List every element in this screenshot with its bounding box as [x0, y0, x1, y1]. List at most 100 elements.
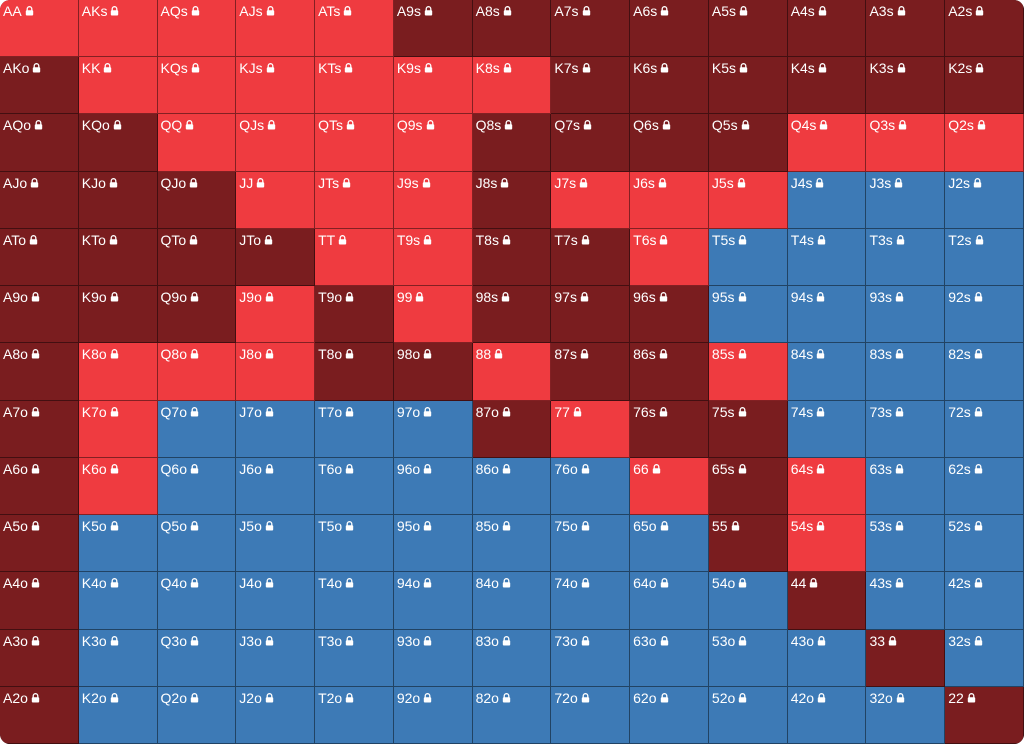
hand-cell-KTo[interactable]: KTo	[78, 228, 158, 287]
hand-cell-QJo[interactable]: QJo	[157, 171, 237, 229]
hand-cell-T5s[interactable]: T5s	[708, 228, 788, 287]
hand-cell-J6o[interactable]: J6o	[236, 457, 316, 516]
hand-cell-A8o[interactable]: A8o	[0, 343, 79, 401]
hand-cell-75s[interactable]: 75s	[708, 400, 788, 458]
hand-cell-QJs[interactable]: QJs	[236, 114, 316, 172]
hand-cell-72s[interactable]: 72s	[945, 400, 1024, 458]
hand-cell-T4o[interactable]: T4o	[315, 572, 394, 630]
hand-cell-93o[interactable]: 93o	[393, 629, 473, 687]
hand-cell-73o[interactable]: 73o	[551, 629, 631, 687]
hand-cell-86o[interactable]: 86o	[472, 457, 552, 516]
hand-cell-Q7o[interactable]: Q7o	[157, 400, 237, 458]
hand-cell-A3o[interactable]: A3o	[0, 629, 79, 687]
hand-cell-Q5s[interactable]: Q5s	[708, 114, 788, 172]
hand-cell-Q9o[interactable]: Q9o	[157, 286, 237, 344]
hand-cell-42o[interactable]: 42o	[787, 686, 867, 744]
hand-cell-43s[interactable]: 43s	[866, 572, 946, 630]
hand-cell-Q4o[interactable]: Q4o	[157, 572, 237, 630]
hand-cell-QQ[interactable]: QQ	[157, 114, 237, 172]
hand-cell-A9s[interactable]: A9s	[393, 0, 473, 58]
hand-cell-J4o[interactable]: J4o	[236, 572, 316, 630]
hand-cell-JJ[interactable]: JJ	[236, 171, 316, 229]
hand-cell-A3s[interactable]: A3s	[866, 0, 946, 58]
hand-cell-73s[interactable]: 73s	[866, 400, 946, 458]
hand-cell-A7o[interactable]: A7o	[0, 400, 79, 458]
hand-cell-53s[interactable]: 53s	[866, 515, 946, 573]
hand-cell-J3o[interactable]: J3o	[236, 629, 316, 687]
hand-cell-K7o[interactable]: K7o	[78, 400, 158, 458]
hand-cell-J7o[interactable]: J7o	[236, 400, 316, 458]
hand-cell-T7o[interactable]: T7o	[315, 400, 394, 458]
hand-cell-K8o[interactable]: K8o	[78, 343, 158, 401]
hand-cell-K2s[interactable]: K2s	[945, 57, 1024, 115]
hand-cell-66[interactable]: 66	[630, 457, 709, 516]
hand-cell-K9s[interactable]: K9s	[393, 57, 473, 115]
hand-cell-K9o[interactable]: K9o	[78, 286, 158, 344]
hand-cell-K7s[interactable]: K7s	[551, 57, 631, 115]
hand-cell-85o[interactable]: 85o	[472, 515, 552, 573]
hand-cell-AKs[interactable]: AKs	[78, 0, 158, 58]
hand-cell-Q7s[interactable]: Q7s	[551, 114, 631, 172]
hand-cell-94o[interactable]: 94o	[393, 572, 473, 630]
hand-cell-Q8s[interactable]: Q8s	[472, 114, 552, 172]
hand-cell-T3o[interactable]: T3o	[315, 629, 394, 687]
hand-cell-63o[interactable]: 63o	[630, 629, 709, 687]
hand-cell-98o[interactable]: 98o	[393, 343, 473, 401]
hand-cell-99[interactable]: 99	[393, 286, 473, 344]
hand-cell-88[interactable]: 88	[472, 343, 552, 401]
hand-cell-A5s[interactable]: A5s	[708, 0, 788, 58]
hand-cell-87s[interactable]: 87s	[551, 343, 631, 401]
hand-cell-86s[interactable]: 86s	[630, 343, 709, 401]
hand-cell-AQs[interactable]: AQs	[157, 0, 237, 58]
hand-cell-62o[interactable]: 62o	[630, 686, 709, 744]
hand-cell-J3s[interactable]: J3s	[866, 171, 946, 229]
hand-cell-83o[interactable]: 83o	[472, 629, 552, 687]
hand-cell-92o[interactable]: 92o	[393, 686, 473, 744]
hand-cell-Q6s[interactable]: Q6s	[630, 114, 709, 172]
hand-cell-72o[interactable]: 72o	[551, 686, 631, 744]
hand-cell-QTs[interactable]: QTs	[315, 114, 394, 172]
hand-cell-74s[interactable]: 74s	[787, 400, 867, 458]
hand-cell-62s[interactable]: 62s	[945, 457, 1024, 516]
hand-cell-76s[interactable]: 76s	[630, 400, 709, 458]
hand-cell-J9s[interactable]: J9s	[393, 171, 473, 229]
hand-cell-ATo[interactable]: ATo	[0, 228, 79, 287]
hand-cell-Q4s[interactable]: Q4s	[787, 114, 867, 172]
hand-cell-J4s[interactable]: J4s	[787, 171, 867, 229]
hand-cell-J7s[interactable]: J7s	[551, 171, 631, 229]
hand-cell-54o[interactable]: 54o	[708, 572, 788, 630]
hand-cell-A2s[interactable]: A2s	[945, 0, 1024, 58]
hand-cell-22[interactable]: 22	[945, 686, 1024, 744]
hand-cell-Q3s[interactable]: Q3s	[866, 114, 946, 172]
hand-cell-63s[interactable]: 63s	[866, 457, 946, 516]
hand-cell-K8s[interactable]: K8s	[472, 57, 552, 115]
hand-cell-KQo[interactable]: KQo	[78, 114, 158, 172]
hand-cell-T4s[interactable]: T4s	[787, 228, 867, 287]
hand-cell-A8s[interactable]: A8s	[472, 0, 552, 58]
hand-cell-KQs[interactable]: KQs	[157, 57, 237, 115]
hand-cell-J9o[interactable]: J9o	[236, 286, 316, 344]
hand-cell-K6s[interactable]: K6s	[630, 57, 709, 115]
hand-cell-AQo[interactable]: AQo	[0, 114, 79, 172]
hand-cell-64o[interactable]: 64o	[630, 572, 709, 630]
hand-cell-A6s[interactable]: A6s	[630, 0, 709, 58]
hand-cell-KK[interactable]: KK	[78, 57, 158, 115]
hand-cell-54s[interactable]: 54s	[787, 515, 867, 573]
hand-cell-ATs[interactable]: ATs	[315, 0, 394, 58]
hand-cell-A9o[interactable]: A9o	[0, 286, 79, 344]
hand-cell-Q2s[interactable]: Q2s	[945, 114, 1024, 172]
hand-cell-J5o[interactable]: J5o	[236, 515, 316, 573]
hand-cell-T6o[interactable]: T6o	[315, 457, 394, 516]
hand-cell-43o[interactable]: 43o	[787, 629, 867, 687]
hand-cell-T9o[interactable]: T9o	[315, 286, 394, 344]
hand-cell-84s[interactable]: 84s	[787, 343, 867, 401]
hand-cell-Q3o[interactable]: Q3o	[157, 629, 237, 687]
hand-cell-T8o[interactable]: T8o	[315, 343, 394, 401]
hand-cell-77[interactable]: 77	[551, 400, 631, 458]
hand-cell-T7s[interactable]: T7s	[551, 228, 631, 287]
hand-cell-98s[interactable]: 98s	[472, 286, 552, 344]
hand-cell-A2o[interactable]: A2o	[0, 686, 79, 744]
hand-cell-93s[interactable]: 93s	[866, 286, 946, 344]
hand-cell-J8s[interactable]: J8s	[472, 171, 552, 229]
hand-cell-KJs[interactable]: KJs	[236, 57, 316, 115]
